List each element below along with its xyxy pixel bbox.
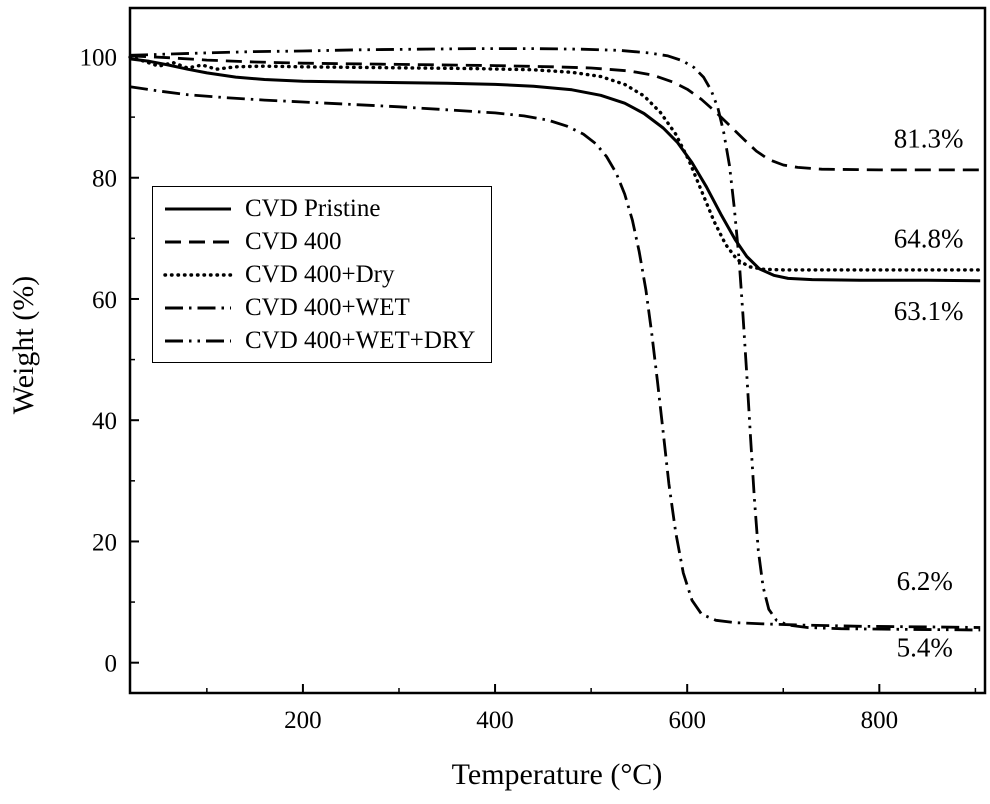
series-cvd-400-wet xyxy=(129,85,981,629)
legend-item-cvd-400-wet-dry: CVD 400+WET+DRY xyxy=(163,324,475,357)
annotation-63-1: 63.1% xyxy=(894,296,964,326)
legend-item-cvd-pristine: CVD Pristine xyxy=(163,192,475,225)
series-cvd-400 xyxy=(129,54,981,172)
x-axis-title: Temperature (°C) xyxy=(451,758,663,791)
annotation-81-3: 81.3% xyxy=(894,123,964,153)
x-tick-label: 200 xyxy=(284,707,322,734)
legend: CVD Pristine CVD 400 CVD 400+Dry CVD 400+WE… xyxy=(152,186,493,363)
y-tick-label: 0 xyxy=(105,651,118,678)
y-tick-label: 60 xyxy=(92,287,117,314)
legend-item-cvd-400-dry: CVD 400+Dry xyxy=(163,258,475,291)
legend-line-sample xyxy=(165,306,231,309)
annotation-6-2: 6.2% xyxy=(897,566,953,596)
plot-frame xyxy=(128,6,987,695)
legend-label: CVD Pristine xyxy=(245,194,381,222)
series-cvd-400-dry xyxy=(128,55,982,272)
legend-label: CVD 400 xyxy=(245,227,342,255)
legend-line-sample xyxy=(165,207,231,210)
series-cvd-400-wet-dry xyxy=(129,47,981,632)
legend-line-sample xyxy=(165,240,231,243)
y-tick-label: 40 xyxy=(92,408,117,435)
legend-label: CVD 400+Dry xyxy=(245,260,395,288)
legend-line-sample xyxy=(165,339,231,342)
y-axis-title: Weight (%) xyxy=(7,275,40,415)
y-tick-label: 80 xyxy=(92,166,117,193)
x-tick-label: 600 xyxy=(668,707,706,734)
y-tick-label: 100 xyxy=(80,44,118,71)
legend-line-sample xyxy=(163,272,233,277)
y-tick-label: 20 xyxy=(92,529,117,556)
x-tick-label: 400 xyxy=(476,707,514,734)
annotation-5-4: 5.4% xyxy=(897,633,953,663)
legend-item-cvd-400: CVD 400 xyxy=(163,225,475,258)
legend-label: CVD 400+WET+DRY xyxy=(245,326,476,354)
series-cvd-pristine xyxy=(129,57,981,283)
x-tick-label: 800 xyxy=(861,707,899,734)
legend-label: CVD 400+WET xyxy=(245,293,410,321)
legend-item-cvd-400-wet: CVD 400+WET xyxy=(163,291,475,324)
annotation-64-8: 64.8% xyxy=(894,223,964,253)
